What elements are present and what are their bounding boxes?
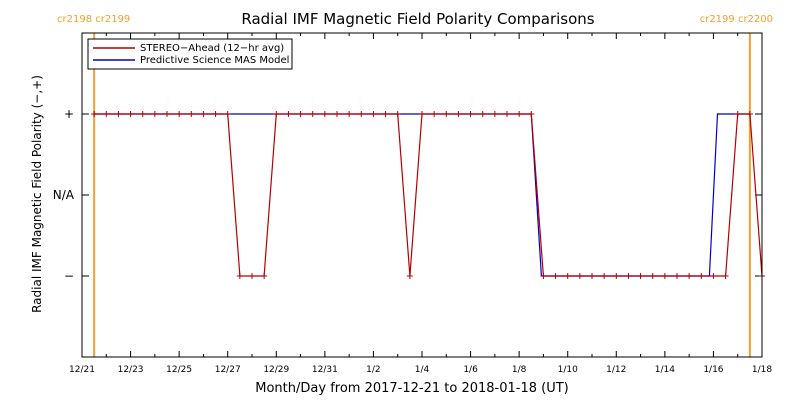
data-point xyxy=(224,111,231,117)
x-tick-label: 1/12 xyxy=(606,365,626,375)
data-point xyxy=(382,111,389,117)
series-line-1 xyxy=(94,113,750,277)
data-point xyxy=(455,111,462,117)
data-point xyxy=(358,111,365,117)
legend: STEREO−Ahead (12−hr avg) Predictive Scie… xyxy=(87,38,293,70)
data-point xyxy=(139,111,146,117)
data-point xyxy=(467,111,474,117)
data-point xyxy=(370,111,377,117)
data-point xyxy=(151,111,158,117)
y-tick-label: + xyxy=(64,107,74,121)
data-point xyxy=(127,111,134,117)
data-point xyxy=(188,111,195,117)
carrington-label-1: cr2199 cr2200 xyxy=(700,14,773,25)
x-tick-label: 1/6 xyxy=(463,365,478,375)
data-point xyxy=(504,111,510,117)
data-point xyxy=(406,273,413,279)
data-point xyxy=(637,273,644,279)
data-point xyxy=(649,273,656,279)
axis-ticks: 12/21 12/23 12/25 12/27 12/29 12/31 1/2 1/4 1/6 1… xyxy=(53,33,772,375)
data-point xyxy=(261,273,268,279)
data-point xyxy=(297,111,304,117)
data-point xyxy=(115,111,122,117)
data-point xyxy=(686,273,693,279)
x-tick-label: 1/4 xyxy=(415,365,430,375)
data-point xyxy=(176,111,183,117)
data-point xyxy=(394,111,401,117)
data-point xyxy=(674,273,680,279)
data-point xyxy=(564,273,571,279)
data-point xyxy=(746,111,753,117)
data-point xyxy=(91,111,98,117)
legend-label-mas: Predictive Science MAS Model xyxy=(140,55,289,66)
data-point xyxy=(625,273,632,279)
data-point xyxy=(346,111,353,117)
data-point xyxy=(164,111,170,117)
data-point xyxy=(200,111,207,117)
y-tick-label: N/A xyxy=(53,188,75,202)
data-point xyxy=(103,111,110,117)
data-point xyxy=(698,273,705,279)
x-tick-label: 1/18 xyxy=(752,365,772,375)
data-point xyxy=(576,273,583,279)
x-axis-label: Month/Day from 2017-12-21 to 2018-01-18 … xyxy=(255,381,568,396)
data-point xyxy=(273,111,280,117)
series-line-0 xyxy=(94,113,763,277)
chart-title: Radial IMF Magnetic Field Polarity Compa… xyxy=(241,10,594,28)
plot-frame xyxy=(81,32,763,358)
y-tick-label: − xyxy=(64,269,74,283)
data-point xyxy=(479,111,486,117)
data-point xyxy=(249,273,255,279)
data-point xyxy=(334,111,340,117)
data-point xyxy=(710,273,717,279)
data-point xyxy=(540,273,547,279)
data-point xyxy=(419,111,425,117)
legend-label-stereo: STEREO−Ahead (12−hr avg) xyxy=(140,43,284,54)
data-point xyxy=(212,111,219,117)
data-point xyxy=(722,273,729,279)
x-tick-label: 1/10 xyxy=(558,365,578,375)
x-tick-label: 12/25 xyxy=(166,365,192,375)
data-point xyxy=(552,273,559,279)
data-point xyxy=(528,111,535,117)
data-point xyxy=(236,273,243,279)
x-tick-label: 12/27 xyxy=(215,365,241,375)
data-point xyxy=(309,111,316,117)
y-axis-label: Radial IMF Magnetic Field Polarity (−,+) xyxy=(30,75,44,313)
data-point xyxy=(589,273,595,279)
x-tick-label: 12/29 xyxy=(263,365,289,375)
data-point xyxy=(661,273,668,279)
data-point xyxy=(734,111,741,117)
data-point xyxy=(491,111,498,117)
data-point xyxy=(285,111,292,117)
series-layer xyxy=(91,111,765,279)
data-point xyxy=(516,111,523,117)
x-tick-label: 1/2 xyxy=(366,365,380,375)
data-point xyxy=(431,111,438,117)
x-tick-label: 1/8 xyxy=(512,365,527,375)
carrington-label-0: cr2198 cr2199 xyxy=(57,14,130,25)
data-point xyxy=(443,111,450,117)
data-point xyxy=(613,273,620,279)
x-tick-label: 12/23 xyxy=(118,365,144,375)
x-tick-label: 1/16 xyxy=(703,365,723,375)
data-point xyxy=(321,111,328,117)
x-tick-label: 12/31 xyxy=(312,365,338,375)
x-tick-label: 1/14 xyxy=(655,365,675,375)
data-point xyxy=(601,273,608,279)
x-tick-label: 12/21 xyxy=(69,365,95,375)
carrington-markers: cr2198 cr2199 cr2199 cr2200 xyxy=(57,14,773,357)
legend-box xyxy=(87,38,293,70)
